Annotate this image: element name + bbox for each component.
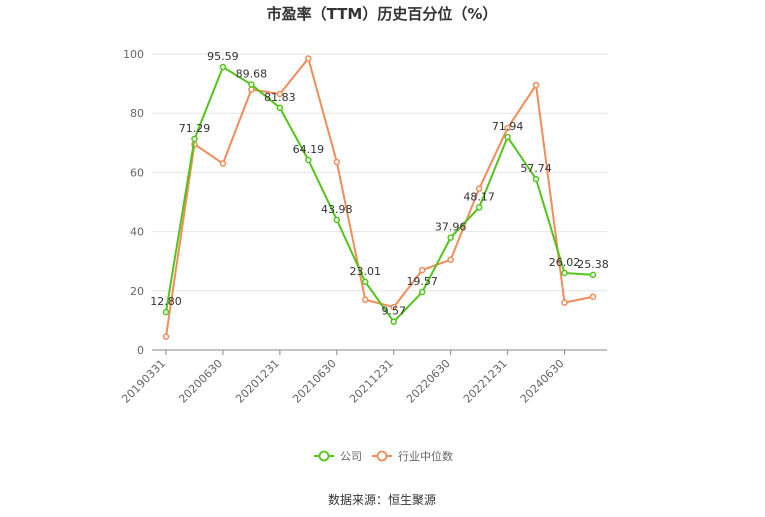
x-tick-label: 20190331 bbox=[119, 357, 168, 406]
series-line-0 bbox=[165, 65, 594, 324]
y-tick-label: 80 bbox=[130, 107, 144, 120]
data-point[interactable] bbox=[532, 81, 540, 89]
data-label: 48.17 bbox=[463, 190, 495, 203]
legend-item-0[interactable]: 公司 bbox=[314, 450, 362, 463]
data-label: 37.96 bbox=[435, 221, 467, 234]
data-point[interactable] bbox=[333, 158, 341, 166]
y-tick-label: 20 bbox=[130, 285, 144, 298]
data-point[interactable] bbox=[162, 308, 170, 316]
x-tick-label: 20220630 bbox=[404, 357, 453, 406]
data-point[interactable] bbox=[191, 135, 198, 143]
data-source: 数据来源：恒生聚源 bbox=[328, 492, 436, 507]
legend[interactable]: 公司 行业中位数 bbox=[314, 449, 453, 463]
data-point[interactable] bbox=[504, 133, 511, 141]
data-point[interactable] bbox=[276, 104, 284, 112]
chart-title: 市盈率（TTM）历史百分位（%） bbox=[267, 5, 498, 23]
data-point[interactable] bbox=[162, 333, 170, 340]
data-point[interactable] bbox=[475, 204, 483, 211]
data-label: 12.80 bbox=[150, 295, 182, 308]
y-tick-label: 40 bbox=[130, 226, 144, 239]
data-point[interactable] bbox=[390, 318, 397, 325]
x-tick-label: 20200630 bbox=[176, 357, 225, 406]
data-point[interactable] bbox=[532, 175, 540, 183]
data-label: 23.01 bbox=[350, 265, 382, 278]
data-label: 81.83 bbox=[264, 91, 296, 104]
legend-swatch-marker bbox=[376, 450, 388, 462]
x-tick-label: 20221231 bbox=[461, 357, 510, 406]
y-tick-label: 60 bbox=[130, 166, 144, 179]
legend-item-1[interactable]: 行业中位数 bbox=[372, 449, 453, 463]
data-label: 25.38 bbox=[577, 258, 609, 271]
data-point[interactable] bbox=[475, 185, 483, 192]
data-point[interactable] bbox=[561, 299, 568, 306]
data-point[interactable] bbox=[362, 296, 369, 303]
data-point[interactable] bbox=[418, 266, 426, 274]
data-label: 9.57 bbox=[381, 305, 406, 318]
data-label: 64.19 bbox=[293, 143, 325, 156]
legend-label: 行业中位数 bbox=[398, 449, 453, 463]
data-point[interactable] bbox=[418, 288, 426, 296]
data-point[interactable] bbox=[504, 124, 511, 132]
data-label: 71.29 bbox=[179, 122, 211, 135]
data-point[interactable] bbox=[447, 234, 454, 241]
series-line-1 bbox=[165, 56, 594, 337]
data-point[interactable] bbox=[561, 269, 568, 277]
grid bbox=[152, 53, 607, 292]
data-point[interactable] bbox=[219, 63, 227, 71]
x-tick-label: 20240630 bbox=[518, 357, 567, 406]
data-labels: 12.80 71.29 95.59 89.68 81.83 64.19 43.98 23.01… bbox=[150, 50, 609, 318]
y-tick-label: 100 bbox=[123, 48, 144, 61]
data-label: 19.57 bbox=[406, 275, 438, 288]
y-tick-label: 0 bbox=[137, 344, 144, 357]
data-point[interactable] bbox=[390, 303, 397, 311]
x-tick-label: 20201231 bbox=[233, 357, 282, 406]
data-point[interactable] bbox=[248, 81, 255, 88]
data-label: 71.94 bbox=[492, 120, 524, 133]
data-point[interactable] bbox=[589, 293, 597, 300]
data-point[interactable] bbox=[305, 156, 312, 164]
series-layer bbox=[162, 55, 597, 340]
legend-swatch-marker bbox=[318, 450, 330, 462]
data-point[interactable] bbox=[276, 90, 284, 98]
data-label: 89.68 bbox=[236, 68, 268, 81]
data-point[interactable] bbox=[362, 278, 369, 286]
legend-label: 公司 bbox=[340, 450, 362, 463]
data-point[interactable] bbox=[589, 271, 597, 279]
x-tick-label: 20211231 bbox=[347, 357, 396, 406]
data-label: 26.02 bbox=[549, 256, 581, 269]
data-label: 43.98 bbox=[321, 203, 353, 216]
data-point[interactable] bbox=[219, 160, 227, 167]
data-point[interactable] bbox=[333, 216, 341, 224]
data-label: 57.74 bbox=[520, 162, 552, 175]
data-point[interactable] bbox=[305, 55, 312, 62]
data-point[interactable] bbox=[447, 256, 454, 263]
x-tick-label: 20210630 bbox=[290, 357, 339, 406]
data-label: 95.59 bbox=[207, 50, 239, 63]
